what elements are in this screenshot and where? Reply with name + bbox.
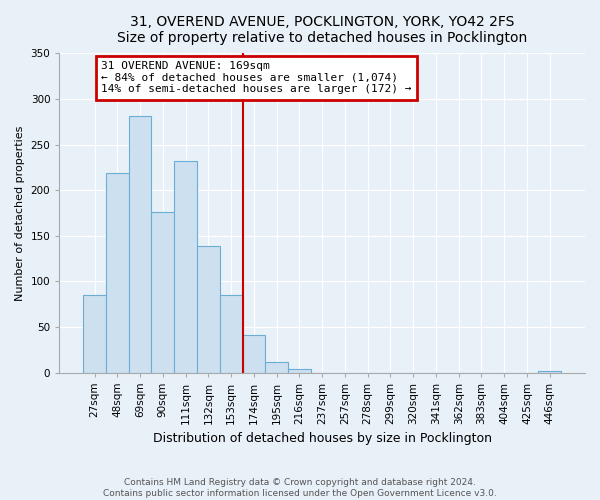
- Bar: [151, 212, 174, 372]
- Bar: [288, 369, 311, 372]
- Bar: [538, 370, 561, 372]
- Bar: [220, 295, 242, 372]
- Bar: [83, 295, 106, 372]
- Bar: [265, 362, 288, 372]
- Bar: [174, 161, 197, 372]
- Bar: [129, 116, 151, 372]
- Bar: [242, 335, 265, 372]
- X-axis label: Distribution of detached houses by size in Pocklington: Distribution of detached houses by size …: [152, 432, 491, 445]
- Bar: [197, 246, 220, 372]
- Text: Contains HM Land Registry data © Crown copyright and database right 2024.
Contai: Contains HM Land Registry data © Crown c…: [103, 478, 497, 498]
- Text: 31 OVEREND AVENUE: 169sqm
← 84% of detached houses are smaller (1,074)
14% of se: 31 OVEREND AVENUE: 169sqm ← 84% of detac…: [101, 62, 412, 94]
- Bar: [106, 173, 129, 372]
- Title: 31, OVEREND AVENUE, POCKLINGTON, YORK, YO42 2FS
Size of property relative to det: 31, OVEREND AVENUE, POCKLINGTON, YORK, Y…: [117, 15, 527, 45]
- Y-axis label: Number of detached properties: Number of detached properties: [15, 125, 25, 300]
